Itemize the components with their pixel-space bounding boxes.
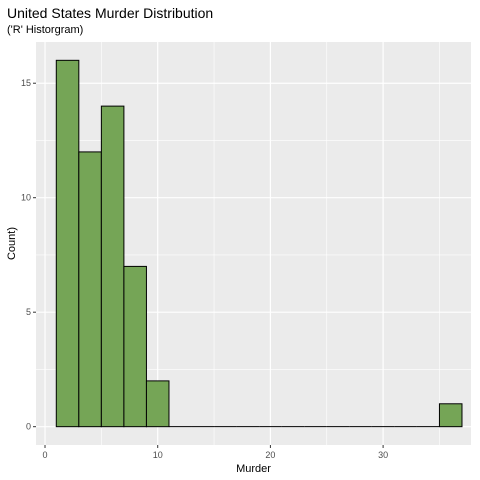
y-tick-label: 5 [26, 307, 31, 317]
axes: 0 10 20 30 0 5 10 15 [21, 78, 388, 460]
histogram-bar [78, 151, 102, 428]
chart-title: United States Murder Distribution [7, 5, 214, 21]
chart-subtitle: ('R' Historgram) [7, 24, 84, 36]
y-tick-label: 15 [21, 78, 31, 88]
y-tick-label: 0 [26, 422, 31, 432]
histogram-bar [145, 380, 170, 428]
histogram-bar [438, 403, 463, 428]
x-tick-label: 30 [378, 450, 388, 460]
histogram-bar [55, 59, 80, 428]
histogram-bar [123, 265, 147, 428]
histogram-bars [55, 59, 463, 428]
x-tick-label: 0 [43, 450, 48, 460]
y-tick-label: 10 [21, 193, 31, 203]
x-axis-label: Murder [236, 463, 271, 475]
x-tick-label: 10 [153, 450, 163, 460]
histogram-bar [100, 105, 125, 428]
x-tick-label: 20 [265, 450, 275, 460]
y-axis-label: Count) [6, 227, 18, 260]
